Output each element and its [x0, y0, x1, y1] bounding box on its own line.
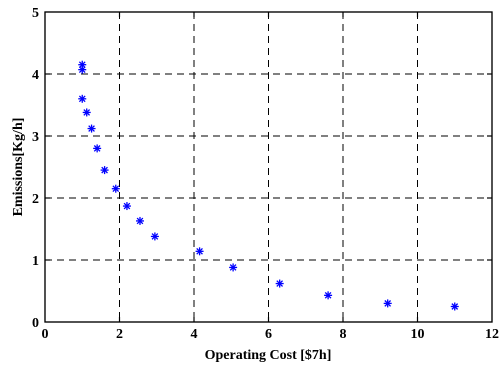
y-tick-labels: 0 1 2 3 4 5: [32, 6, 39, 331]
x-tick-label: 4: [191, 327, 198, 342]
data-point: [324, 291, 333, 300]
axis-ticks: [45, 12, 492, 322]
x-tick-labels: 0 2 4 6 8 10 12: [42, 327, 500, 342]
data-point: [122, 202, 131, 211]
data-point: [78, 60, 87, 69]
x-tick-label: 12: [485, 327, 499, 342]
data-point: [111, 184, 120, 193]
data-point: [93, 144, 102, 153]
y-tick-label: 4: [32, 68, 39, 83]
data-point: [195, 247, 204, 256]
x-tick-label: 10: [411, 327, 425, 342]
data-point: [82, 108, 91, 117]
data-point: [78, 65, 87, 74]
x-tick-label: 2: [116, 327, 123, 342]
data-point: [229, 263, 238, 272]
data-point: [87, 124, 96, 133]
x-tick-label: 6: [265, 327, 272, 342]
data-points: [78, 60, 459, 311]
data-point: [450, 302, 459, 311]
plot-border: [44, 11, 493, 323]
plot-area: [44, 11, 493, 323]
grid-lines: [45, 12, 492, 322]
y-tick-label: 1: [32, 254, 39, 269]
data-point: [150, 232, 159, 241]
data-point: [135, 216, 144, 225]
y-tick-label: 3: [32, 130, 39, 145]
data-point: [78, 94, 87, 103]
x-tick-label: 8: [340, 327, 347, 342]
y-tick-label: 2: [32, 192, 39, 207]
x-axis-title: Operating Cost [$7h]: [205, 348, 332, 363]
y-axis-title: Emissions[Kg/h]: [11, 118, 26, 217]
x-tick-label: 0: [42, 327, 49, 342]
data-point: [383, 299, 392, 308]
data-point: [100, 166, 109, 175]
data-point: [275, 279, 284, 288]
y-tick-label: 0: [32, 316, 39, 331]
y-tick-label: 5: [32, 6, 39, 21]
